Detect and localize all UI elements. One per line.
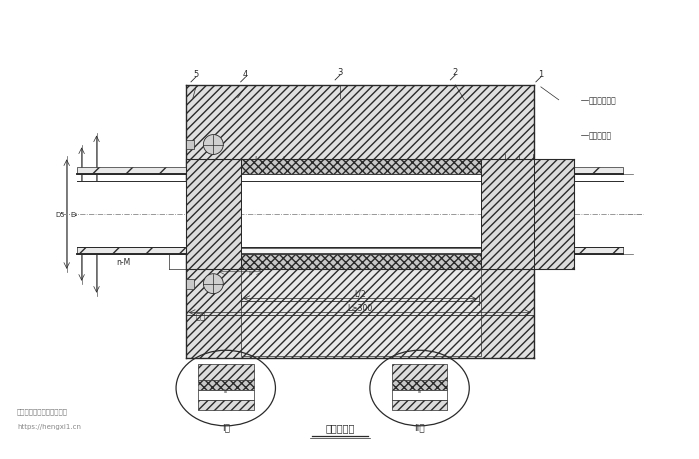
- Text: D1: D1: [598, 204, 608, 210]
- Text: 密封圈结构: 密封圈结构: [325, 422, 355, 432]
- Text: d₁: d₁: [484, 195, 491, 201]
- Text: I型: I型: [222, 423, 230, 432]
- Text: n-M: n-M: [117, 257, 131, 266]
- Text: L/2: L/2: [354, 289, 366, 298]
- Bar: [198, 390, 254, 400]
- Bar: [240, 248, 481, 254]
- Text: D5: D5: [55, 212, 65, 218]
- Text: 外侧: 外侧: [554, 244, 564, 253]
- Bar: [240, 160, 481, 166]
- Text: l: l: [254, 156, 257, 165]
- Bar: [186, 269, 534, 358]
- Text: II型: II型: [415, 423, 425, 432]
- Bar: [77, 168, 624, 175]
- Bar: [77, 247, 624, 254]
- Bar: [77, 182, 624, 247]
- Text: L≥300: L≥300: [347, 303, 373, 312]
- Bar: [481, 160, 534, 269]
- Text: 1: 1: [538, 70, 543, 79]
- Text: 3: 3: [338, 68, 343, 77]
- Text: 2: 2: [453, 68, 458, 77]
- Text: 20: 20: [507, 164, 515, 169]
- Text: D4: D4: [70, 212, 80, 218]
- Bar: [240, 269, 481, 357]
- Circle shape: [203, 135, 223, 155]
- Bar: [198, 380, 254, 390]
- Text: D2: D2: [614, 204, 623, 210]
- Bar: [186, 86, 534, 160]
- Bar: [240, 254, 481, 269]
- Bar: [77, 182, 624, 247]
- Bar: [391, 390, 447, 400]
- Bar: [240, 175, 481, 254]
- Text: 巩义市恒兴管道厂有限公司: 巩义市恒兴管道厂有限公司: [17, 408, 68, 414]
- Bar: [240, 160, 481, 175]
- Text: l₂: l₂: [248, 258, 253, 263]
- Text: 密封膏嵌缝: 密封膏嵌缝: [589, 131, 612, 140]
- Bar: [198, 400, 254, 410]
- Bar: [186, 279, 194, 289]
- Text: d₃: d₃: [166, 240, 173, 246]
- Bar: [391, 380, 447, 390]
- Text: l₁: l₁: [248, 270, 253, 275]
- Bar: [186, 140, 194, 150]
- Bar: [186, 160, 240, 269]
- Text: https://hengxi1.cn: https://hengxi1.cn: [17, 423, 81, 429]
- Text: 柔性填塞材料: 柔性填塞材料: [589, 96, 617, 105]
- Text: 4: 4: [243, 70, 248, 79]
- Text: l₀: l₀: [282, 156, 288, 165]
- Text: 5: 5: [194, 70, 199, 79]
- Bar: [240, 160, 481, 175]
- Text: l₀: l₀: [224, 388, 228, 393]
- Text: 钢管: 钢管: [589, 215, 598, 224]
- Bar: [391, 364, 447, 380]
- Bar: [534, 160, 574, 269]
- Text: l₀: l₀: [417, 388, 421, 393]
- Bar: [186, 160, 240, 269]
- Circle shape: [203, 274, 223, 294]
- Bar: [481, 160, 534, 269]
- Bar: [240, 254, 481, 269]
- Bar: [198, 364, 254, 380]
- Text: 20: 20: [521, 164, 529, 169]
- Text: D3: D3: [85, 212, 94, 218]
- Text: 内侧: 内侧: [196, 312, 206, 321]
- Bar: [391, 400, 447, 410]
- Bar: [534, 160, 574, 269]
